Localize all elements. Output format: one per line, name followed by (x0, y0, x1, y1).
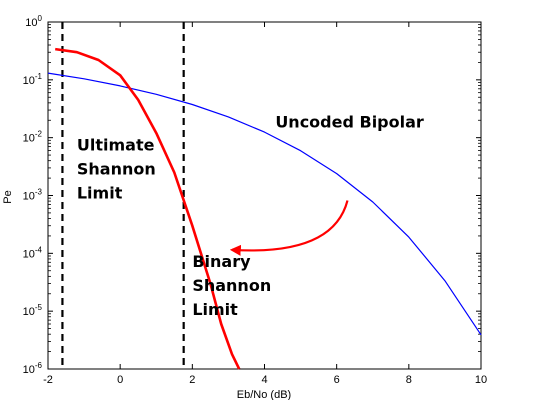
plot-area (47, 21, 482, 370)
x-tick-label: 0 (117, 374, 123, 386)
y-tick-label: 100 (25, 14, 42, 29)
y-tick-label: 10-1 (23, 72, 43, 87)
annotation-text: Shannon (192, 276, 271, 295)
y-tick-label: 10-2 (23, 130, 43, 145)
annotation-text: Uncoded Bipolar (275, 112, 424, 131)
annotation-text: Limit (77, 183, 123, 202)
y-tick-label: 10-3 (23, 188, 43, 203)
y-tick-label: 10-4 (23, 245, 43, 260)
annotation-text: Shannon (77, 159, 156, 178)
x-tick-label: 2 (189, 374, 195, 386)
y-axis-label: Pe (2, 190, 14, 203)
annotation-text: Limit (192, 300, 238, 319)
x-tick-label: 8 (406, 374, 412, 386)
x-tick-label: 4 (261, 374, 267, 386)
uncoded-bipolar-curve (47, 72, 482, 336)
y-tick-label: 10-6 (23, 361, 43, 376)
binary-shannon-curve (55, 47, 241, 370)
improvement-arrow (229, 200, 349, 256)
x-tick-label: 10 (475, 374, 487, 386)
x-tick-label: -2 (43, 374, 53, 386)
y-tick-label: 10-5 (23, 303, 43, 318)
x-axis-label: Eb/No (dB) (237, 389, 291, 400)
annotation-text: Binary (192, 252, 251, 271)
x-tick-label: 6 (334, 374, 340, 386)
annotation-text: Ultimate (77, 135, 155, 154)
